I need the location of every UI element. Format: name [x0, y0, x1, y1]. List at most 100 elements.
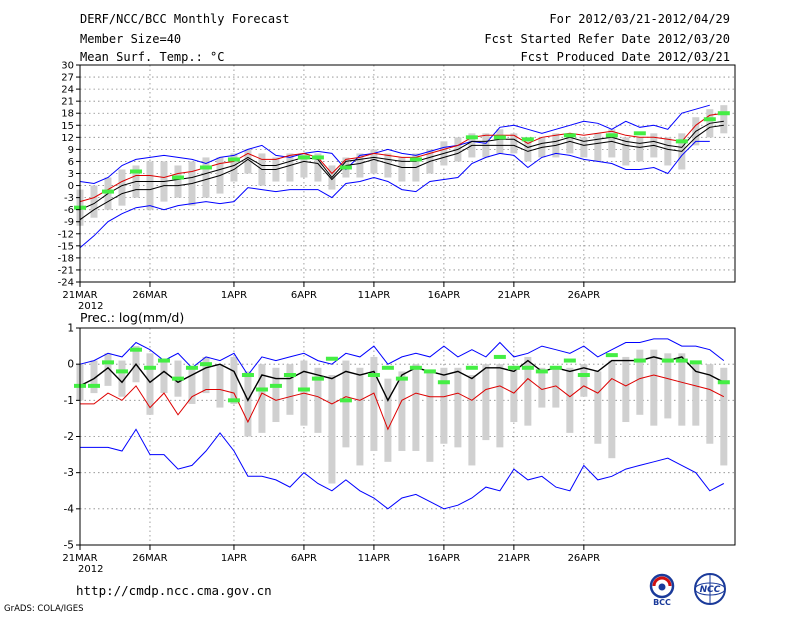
source-url[interactable]: http://cmdp.ncc.cma.gov.cn [76, 583, 272, 598]
panel2-range-bar [314, 367, 322, 433]
panel2-observed-mark [661, 358, 674, 363]
panel1-range-bar [202, 157, 210, 198]
panel1-ytick-label: -15 [58, 241, 74, 252]
panel2-observed-mark [199, 362, 212, 367]
panel2-range-bar [594, 371, 602, 444]
panel2-range-bar [412, 364, 420, 451]
panel1-range-bar [720, 105, 728, 134]
panel2-observed-mark [283, 373, 296, 378]
bcc-logo-center [658, 583, 666, 591]
grads-credit: GrADS: COLA/IGES [4, 604, 84, 614]
panel2-range-bar [272, 367, 280, 423]
panel1-range-bar [398, 157, 406, 182]
panel1-series-ensemble-upper [79, 112, 724, 203]
panel2-observed-mark [129, 347, 142, 352]
panel1-range-bar [370, 149, 378, 174]
panel1-range-bar [146, 161, 154, 210]
panel2-range-bar [202, 356, 210, 394]
panel1-observed-mark [465, 135, 478, 140]
panel2-ytick-label: 1 [67, 323, 74, 335]
panel2-range-bar [650, 349, 658, 426]
panel1-observed-mark [605, 133, 618, 138]
panel2-title: Prec.: log(mm/d) [80, 310, 184, 325]
panel2-observed-mark [521, 365, 534, 370]
panel2-observed-mark [717, 380, 730, 385]
bcc-logo-ring [649, 573, 675, 599]
panel1-observed-mark [633, 131, 646, 136]
panel1-ytick-label: -24 [58, 278, 74, 289]
panel2-range-bar [524, 356, 532, 426]
panel2-range-bar [608, 360, 616, 459]
panel2-range-bar [552, 367, 560, 408]
panel2-range-bar [118, 360, 126, 397]
panel1-ytick-label: 0 [68, 181, 74, 192]
panel2-range-bar [244, 371, 252, 437]
panel1-series-ensemble-lower [79, 124, 724, 221]
panel2-ytick-label: -3 [64, 467, 74, 479]
panel1-observed-mark [101, 189, 114, 194]
panel1-ytick-label: 3 [68, 169, 74, 180]
panel1-observed-mark [717, 111, 730, 116]
panel2-range-bar [342, 360, 350, 448]
panel2-range-bar [230, 356, 238, 404]
panel2-series-ensemble-max [79, 338, 725, 376]
panel1-observed-mark [199, 165, 212, 170]
panel1-xtick-label: 21APR [498, 290, 531, 301]
panel2-observed-mark [395, 376, 408, 381]
panel1-observed-mark [409, 157, 422, 162]
panel2-observed-mark [381, 365, 394, 370]
panel1-ytick-label: 9 [68, 145, 74, 156]
panel2-range-bar [146, 353, 154, 415]
panel2-year-label: 2012 [78, 564, 103, 575]
panel2-observed-mark [87, 383, 100, 388]
panel2-observed-mark [689, 360, 702, 365]
panel1-ytick-label: -21 [58, 265, 74, 276]
panel1-observed-mark [171, 175, 184, 180]
panel2-range-bar [356, 367, 364, 466]
panel1-ytick-label: 15 [61, 121, 74, 132]
panel1-ytick-label: -18 [58, 253, 74, 264]
panel2-xtick-label: 26APR [568, 553, 601, 564]
forecast-period: For 2012/03/21-2012/04/29 [549, 12, 730, 26]
panel1-range-bar [566, 133, 574, 154]
member-size-label: Member Size=40 [80, 32, 182, 46]
panel2-range-bar [398, 371, 406, 451]
panel1-xtick-label: 1APR [221, 290, 247, 301]
panel2-observed-mark [493, 354, 506, 359]
panel2-range-bar [580, 364, 588, 397]
panel1-observed-mark [311, 155, 324, 160]
panel2-observed-mark [675, 358, 688, 363]
panel1-xtick-label: 16APR [428, 290, 461, 301]
panel2-range-bar [664, 353, 672, 419]
ncc-logo-text: NCC [700, 585, 721, 595]
panel1-xtick-label: 26APR [568, 290, 601, 301]
panel1-observed-mark [129, 169, 142, 174]
panel1-ytick-label: -3 [64, 193, 74, 204]
panel1-ytick-label: -12 [58, 229, 74, 240]
panel1-range-bar [118, 169, 126, 206]
panel1-ytick-label: -9 [64, 217, 74, 228]
panel1-ytick-label: 6 [68, 157, 74, 168]
panel1-range-bar [594, 133, 602, 162]
panel2-range-bar [482, 364, 490, 441]
panel2-observed-mark [605, 353, 618, 358]
ncc-logo: NCC [688, 572, 732, 606]
panel1-observed-mark [297, 155, 310, 160]
panel2-observed-mark [423, 369, 436, 374]
panel2-xtick-label: 21APR [498, 553, 531, 564]
panel1-range-bar [230, 153, 238, 182]
panel2-observed-mark [549, 365, 562, 370]
panel1-range-bar [496, 129, 504, 154]
panel1-range-bar [608, 129, 616, 158]
panel2-xtick-label: 21MAR [62, 553, 97, 564]
panel2-observed-mark [507, 365, 520, 370]
panel2-observed-mark [101, 360, 114, 365]
panel2-range-bar [720, 367, 728, 466]
panel1-observed-mark [339, 165, 352, 170]
bcc-logo-arc [652, 576, 672, 587]
panel2-range-bar [678, 353, 686, 426]
panel2-xtick-label: 1APR [221, 553, 247, 564]
panel1-observed-mark [227, 157, 240, 162]
variable-label: Mean Surf. Temp.: °C [80, 50, 225, 64]
panel1-year-label: 2012 [78, 301, 103, 312]
